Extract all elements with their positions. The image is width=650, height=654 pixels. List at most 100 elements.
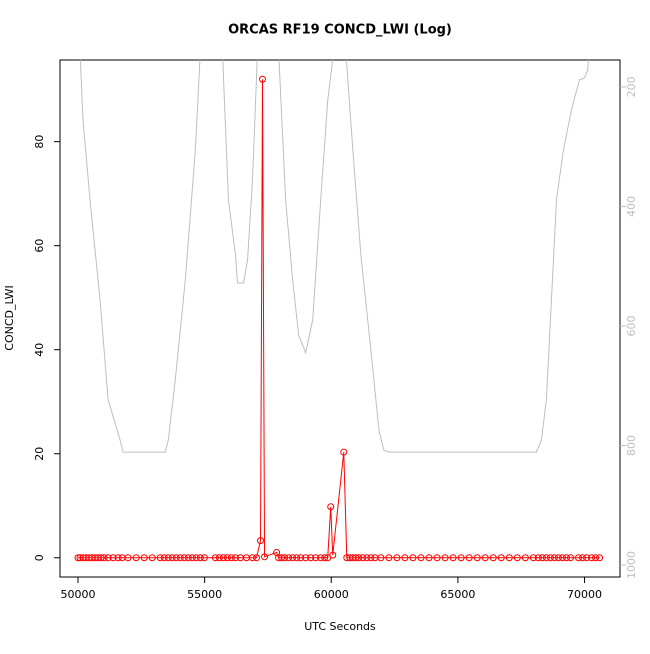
y-tick-label: 0	[33, 554, 46, 561]
data-point	[433, 554, 441, 562]
data-point	[359, 554, 367, 562]
y2-tick-label: 600	[625, 315, 638, 336]
data-point	[513, 554, 521, 562]
series-line	[77, 79, 600, 559]
data-point	[417, 554, 425, 562]
data-point	[449, 554, 457, 562]
data-point	[164, 554, 172, 562]
y2-tick-label: 200	[625, 76, 638, 97]
data-point	[465, 554, 473, 562]
x-tick-label: 65000	[440, 588, 475, 601]
data-point	[340, 448, 348, 456]
data-point	[327, 503, 335, 511]
data-point	[219, 554, 227, 562]
data-point	[257, 537, 265, 545]
data-point	[109, 554, 117, 562]
y-tick-label: 80	[33, 135, 46, 149]
data-point	[558, 554, 566, 562]
data-point	[196, 554, 204, 562]
plot-frame	[59, 59, 621, 578]
data-point	[285, 554, 293, 562]
data-point	[231, 554, 239, 562]
data-point	[184, 554, 192, 562]
data-point	[554, 554, 562, 562]
data-point	[302, 554, 310, 562]
data-point	[104, 554, 112, 562]
data-point	[393, 554, 401, 562]
data-point	[215, 554, 223, 562]
plot-area	[74, 60, 604, 562]
x-axis-label: UTC Seconds	[304, 620, 376, 633]
data-point	[542, 554, 550, 562]
data-point	[385, 554, 393, 562]
data-point	[188, 554, 196, 562]
data-point	[489, 554, 497, 562]
y-axis-label: CONCD_LWI	[3, 285, 16, 350]
data-point	[355, 554, 363, 562]
data-point	[534, 554, 542, 562]
data-point	[74, 554, 82, 562]
x-tick-label: 55000	[187, 588, 222, 601]
data-point	[293, 554, 301, 562]
data-point	[140, 554, 148, 562]
data-point	[114, 554, 122, 562]
data-point	[289, 554, 297, 562]
data-point	[312, 554, 320, 562]
data-point	[321, 554, 329, 562]
data-point	[579, 554, 587, 562]
data-point	[497, 554, 505, 562]
data-point	[592, 554, 600, 562]
data-point	[566, 554, 574, 562]
data-point	[546, 554, 554, 562]
data-point	[172, 554, 180, 562]
data-point	[596, 554, 604, 562]
y-tick-label: 60	[33, 239, 46, 253]
data-point	[176, 554, 184, 562]
data-point	[505, 554, 513, 562]
data-point	[307, 554, 315, 562]
data-point	[562, 554, 570, 562]
data-point	[261, 553, 269, 561]
y-tick-label: 40	[33, 343, 46, 357]
data-point	[409, 554, 417, 562]
data-point	[223, 554, 231, 562]
data-point	[160, 554, 168, 562]
data-point	[124, 554, 132, 562]
series-line	[79, 60, 590, 453]
data-point	[156, 554, 164, 562]
data-point	[148, 554, 156, 562]
data-point	[529, 554, 537, 562]
data-point	[278, 554, 286, 562]
chart-title: ORCAS RF19 CONCD_LWI (Log)	[228, 23, 452, 38]
data-point	[550, 554, 558, 562]
data-point	[538, 554, 546, 562]
data-point	[575, 554, 583, 562]
y2-tick-label: 1000	[625, 551, 638, 579]
data-point	[281, 554, 289, 562]
y2-tick-label: 800	[625, 435, 638, 456]
data-point	[253, 554, 261, 562]
y-tick-label: 20	[33, 447, 46, 461]
data-point	[297, 554, 305, 562]
data-point	[441, 554, 449, 562]
x-tick-label: 70000	[567, 588, 602, 601]
data-point	[97, 554, 105, 562]
y2-tick-label: 400	[625, 196, 638, 217]
data-point	[363, 554, 371, 562]
data-point	[227, 554, 235, 562]
data-point	[132, 554, 140, 562]
data-point	[317, 554, 325, 562]
data-point	[211, 554, 219, 562]
data-point	[180, 554, 188, 562]
data-point	[521, 554, 529, 562]
data-point	[401, 554, 409, 562]
data-point	[192, 554, 200, 562]
data-point	[473, 554, 481, 562]
data-point	[481, 554, 489, 562]
data-point	[329, 551, 337, 559]
data-point	[168, 554, 176, 562]
data-point	[259, 75, 267, 83]
data-point	[367, 554, 375, 562]
